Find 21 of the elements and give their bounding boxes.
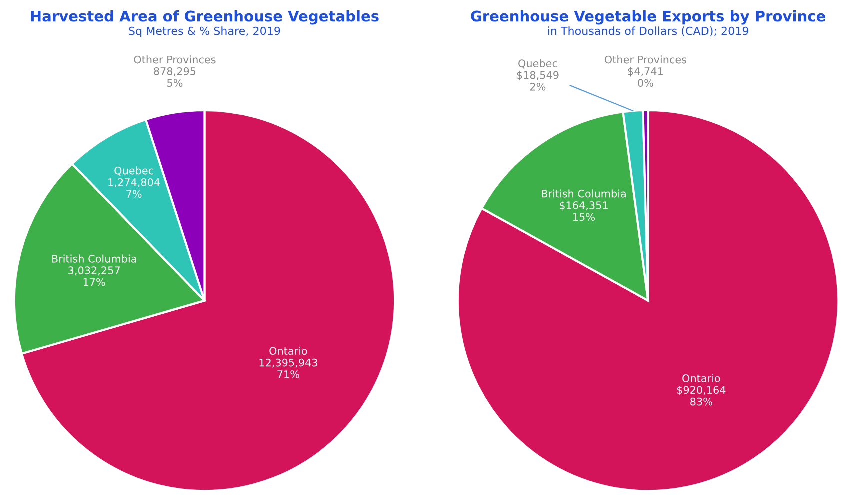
data-label: $920,164 83% [677, 386, 726, 406]
slice-label: Other Provinces [604, 56, 687, 64]
chart-title: Greenhouse Vegetable Exports by Province [471, 10, 826, 25]
data-label: $164,351 15% [560, 201, 608, 222]
data-label: $18,549 2% [517, 71, 559, 91]
data-label: 1,274,804 7% [108, 178, 160, 198]
data-label: 12,395,943 71% [260, 358, 318, 378]
slice-label: Quebec [518, 59, 558, 69]
pie-slice [456, 109, 840, 492]
slice-label: Other Provinces [134, 56, 216, 64]
chart-subtitle: in Thousands of Dollars (CAD); 2019 [548, 26, 748, 37]
data-label: $4,741 0% [628, 67, 663, 88]
slice-label: British Columbia [52, 254, 136, 263]
data-label: 3,032,257 17% [68, 266, 120, 286]
slice-label: Ontario [270, 346, 308, 356]
slice-label: British Columbia [542, 190, 626, 198]
data-label: 878,295 5% [154, 67, 196, 88]
slice-label: Ontario [682, 374, 720, 382]
chart-title: Harvested Area of Greenhouse Vegetables [31, 10, 379, 25]
slice-label: Quebec [114, 166, 154, 176]
chart-subtitle: Sq Metres & % Share, 2019 [129, 26, 280, 38]
